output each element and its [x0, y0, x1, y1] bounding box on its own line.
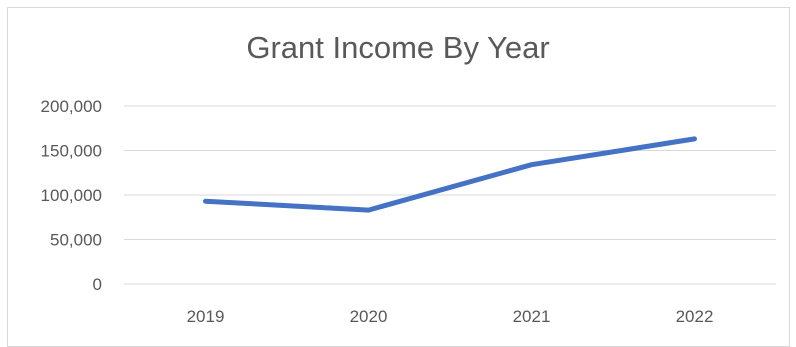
x-tick-label: 2020	[350, 307, 388, 326]
line-chart: 0 50,000 100,000 150,000 200,000 2019 2020 202…	[0, 0, 796, 339]
x-tick-label: 2021	[513, 307, 551, 326]
y-tick-label: 0	[93, 275, 102, 294]
x-tick-label: 2022	[676, 307, 714, 326]
y-tick-label: 50,000	[50, 231, 102, 250]
gridlines	[124, 106, 776, 284]
y-tick-label: 150,000	[41, 142, 102, 161]
y-axis-ticks: 0 50,000 100,000 150,000 200,000	[41, 97, 102, 294]
x-tick-label: 2019	[187, 307, 225, 326]
y-tick-label: 100,000	[41, 186, 102, 205]
series-line	[206, 139, 695, 210]
series-layer	[205, 139, 694, 210]
y-tick-label: 200,000	[41, 97, 102, 116]
x-axis-ticks: 2019 2020 2021 2022	[187, 307, 714, 326]
